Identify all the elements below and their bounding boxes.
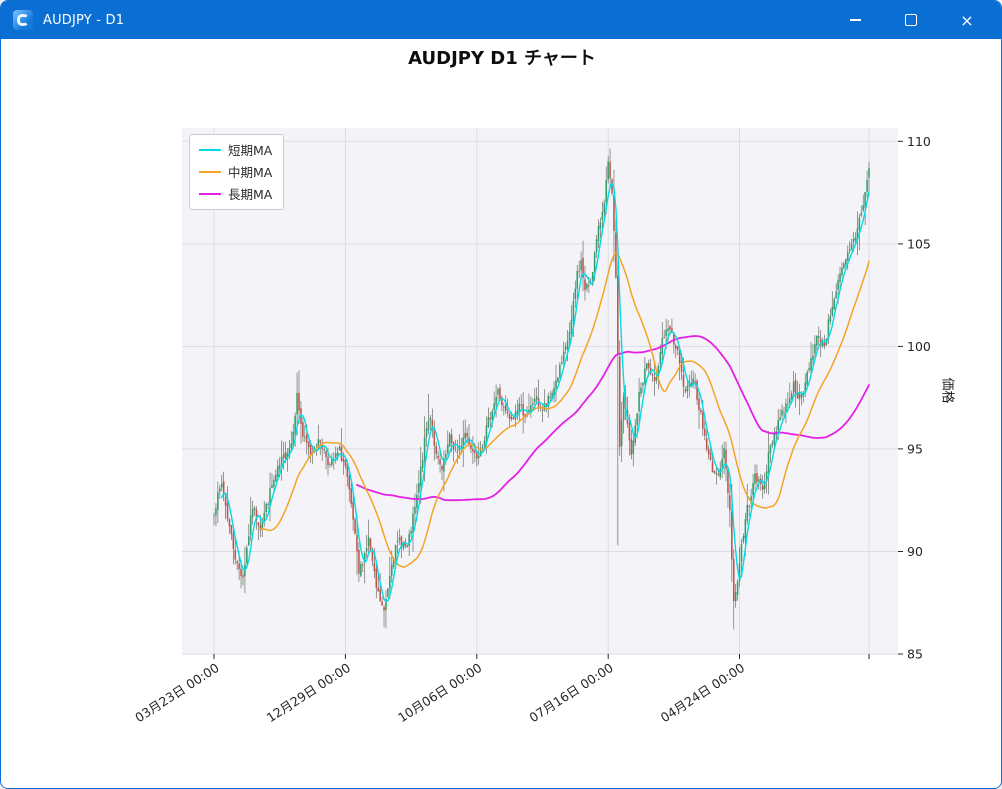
- legend: 短期MA 中期MA 長期MA: [189, 134, 285, 210]
- close-button[interactable]: ×: [939, 1, 995, 39]
- app-icon: [13, 10, 33, 30]
- minimize-icon: [849, 19, 861, 21]
- legend-item-short-ma: 短期MA: [199, 140, 272, 159]
- maximize-button[interactable]: [883, 1, 939, 39]
- legend-item-long-ma: 長期MA: [199, 184, 272, 203]
- svg-text:12月29日 00:00: 12月29日 00:00: [264, 660, 353, 725]
- svg-text:100: 100: [907, 339, 931, 354]
- svg-text:105: 105: [907, 236, 931, 251]
- window-title: AUDJPY - D1: [43, 12, 125, 28]
- svg-text:10月06日 00:00: 10月06日 00:00: [395, 660, 484, 725]
- mid-ma-swatch: [199, 170, 221, 173]
- svg-text:85: 85: [907, 647, 923, 662]
- title-bar[interactable]: AUDJPY - D1 ×: [1, 1, 1001, 39]
- svg-text:90: 90: [907, 544, 923, 559]
- window-controls: ×: [827, 1, 995, 39]
- long-ma-swatch: [199, 192, 221, 195]
- y-axis-label: 価格: [939, 377, 955, 404]
- svg-text:07月16日 00:00: 07月16日 00:00: [526, 660, 615, 725]
- short-ma-label: 短期MA: [228, 143, 273, 158]
- minimize-button[interactable]: [827, 1, 883, 39]
- figure-area: AUDJPY D1 チャート 85 90 95 100 105 110 03月23日 00:…: [1, 39, 1001, 788]
- figure-title: AUDJPY D1 チャート: [408, 48, 596, 69]
- maximize-icon: [905, 14, 917, 26]
- svg-text:03月23日 00:00: 03月23日 00:00: [132, 660, 221, 725]
- mid-ma-label: 中期MA: [228, 165, 273, 180]
- legend-item-mid-ma: 中期MA: [199, 162, 272, 181]
- svg-text:95: 95: [907, 441, 923, 456]
- svg-text:04月24日 00:00: 04月24日 00:00: [658, 660, 747, 725]
- svg-text:110: 110: [907, 134, 931, 149]
- long-ma-label: 長期MA: [228, 187, 273, 202]
- price-chart-svg: 85 90 95 100 105 110 03月23日 00:00 12月29日 00:00 1…: [132, 128, 931, 725]
- close-icon: ×: [960, 10, 974, 30]
- short-ma-swatch: [199, 148, 221, 151]
